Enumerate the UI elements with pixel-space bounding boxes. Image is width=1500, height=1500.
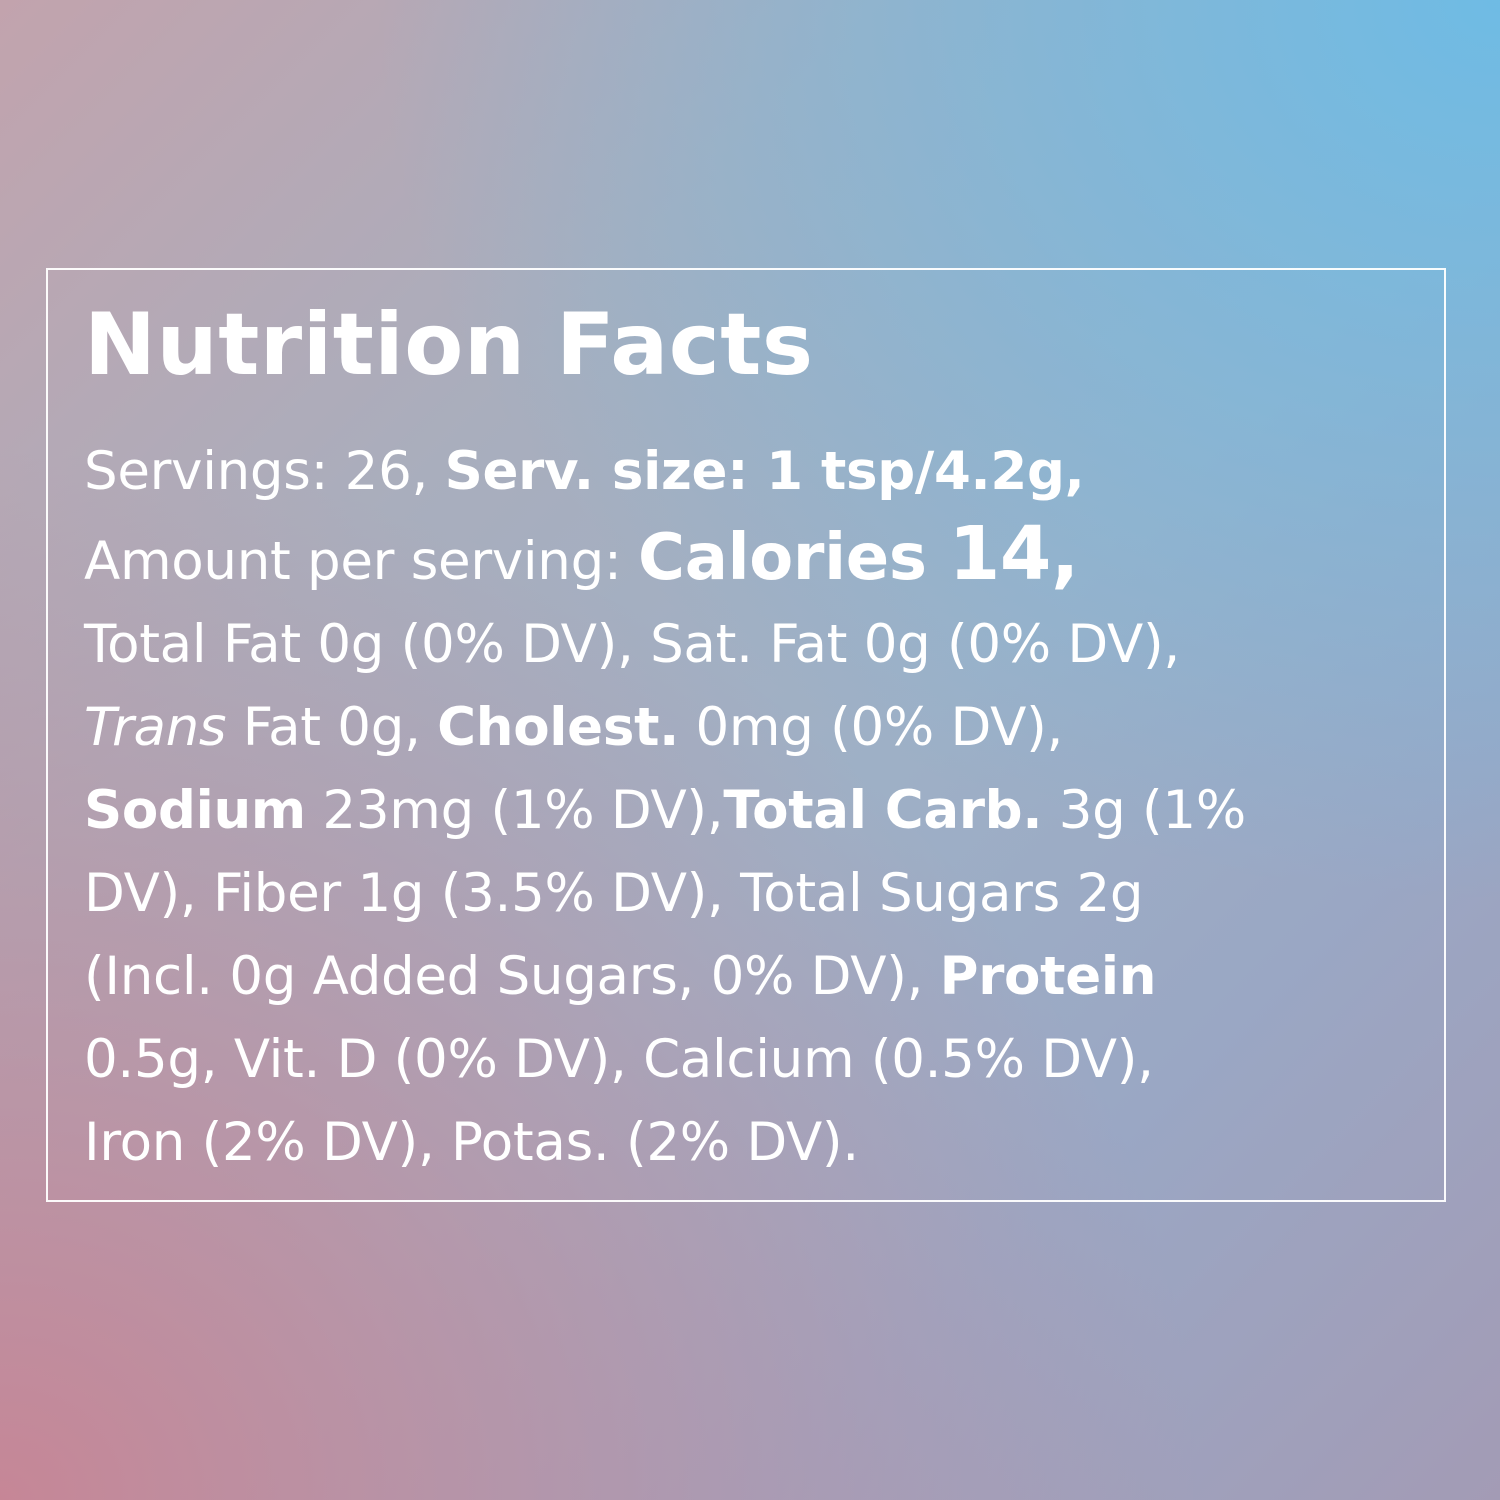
sodium-label: Sodium (84, 780, 306, 841)
minerals-line: Iron (2% DV), Potas. (2% DV). (84, 1112, 859, 1173)
trans-fat-text: Fat 0g, (226, 697, 438, 758)
trans-cholesterol-line: Trans Fat 0g, Cholest. 0mg (0% DV), (84, 686, 1424, 769)
serving-size-text: Serv. size: 1 tsp/4.2g, (444, 441, 1085, 502)
vitamins-line: 0.5g, Vit. D (0% DV), Calcium (0.5% DV), (84, 1029, 1154, 1090)
added-sugars-protein-line: (Incl. 0g Added Sugars, 0% DV), Protein (84, 935, 1424, 1018)
total-carb-value: 3g (1% (1042, 780, 1246, 841)
nutrition-facts-panel: Nutrition Facts Servings: 26, Serv. size… (46, 268, 1446, 1202)
protein-label: Protein (939, 946, 1157, 1007)
amount-per-serving-text: Amount per serving: (84, 531, 639, 592)
fiber-sugars-line: DV), Fiber 1g (3.5% DV), Total Sugars 2g (84, 863, 1144, 924)
calories-value: 14, (948, 511, 1080, 597)
servings-text: Servings: 26, (84, 441, 445, 502)
trans-word: Trans (84, 697, 227, 758)
total-carb-label: Total Carb. (723, 780, 1043, 841)
added-sugars-text: (Incl. 0g Added Sugars, 0% DV), (84, 946, 940, 1007)
calories-label: Calories (638, 521, 949, 595)
calories-line: Amount per serving: Calories 14, (84, 513, 1424, 603)
cholesterol-value: 0mg (0% DV), (678, 697, 1064, 758)
fat-line: Total Fat 0g (0% DV), Sat. Fat 0g (0% DV… (84, 614, 1180, 675)
sodium-carb-line: Sodium 23mg (1% DV),Total Carb. 3g (1% (84, 769, 1424, 852)
nutrition-details: Servings: 26, Serv. size: 1 tsp/4.2g, Am… (84, 430, 1424, 1184)
nutrition-facts-title: Nutrition Facts (84, 295, 814, 395)
cholesterol-label: Cholest. (437, 697, 679, 758)
sodium-value: 23mg (1% DV), (305, 780, 724, 841)
servings-line: Servings: 26, Serv. size: 1 tsp/4.2g, (84, 430, 1424, 513)
